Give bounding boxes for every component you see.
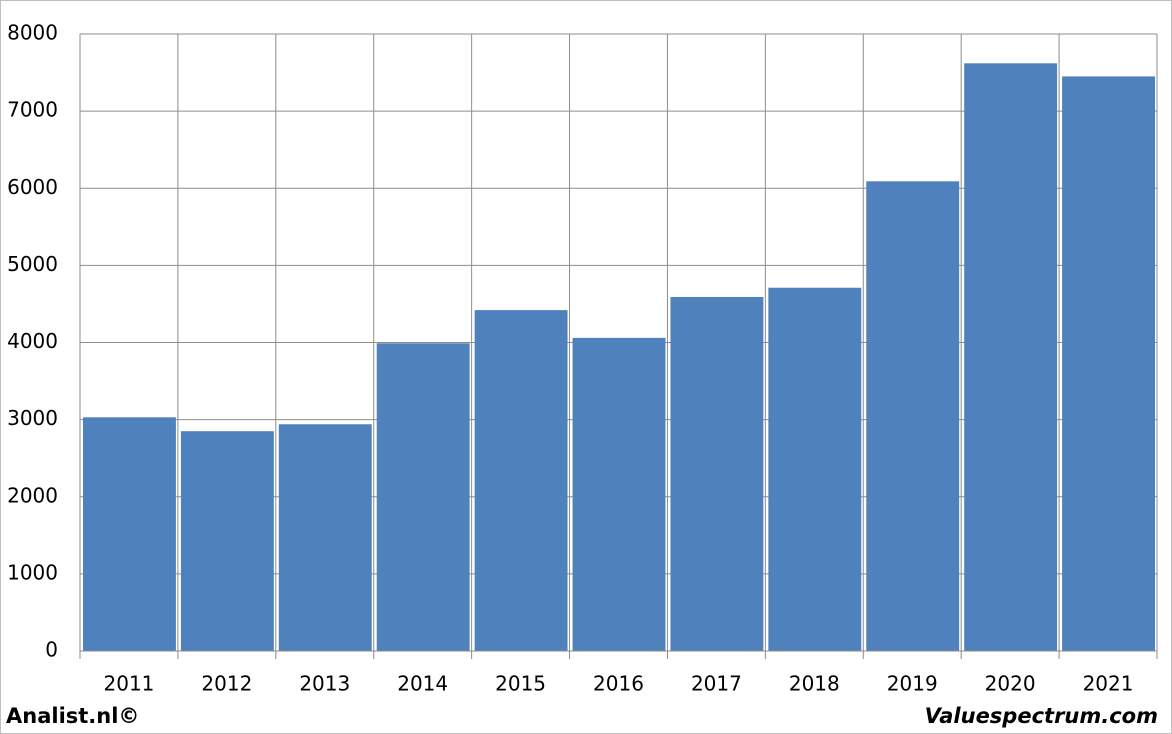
x-tick-label: 2013 bbox=[299, 672, 350, 696]
bar bbox=[474, 310, 568, 651]
y-tick-label: 6000 bbox=[7, 175, 58, 199]
x-tick-label: 2020 bbox=[985, 672, 1036, 696]
x-tick-label: 2014 bbox=[397, 672, 448, 696]
y-tick-label: 4000 bbox=[7, 329, 58, 353]
bar bbox=[964, 63, 1058, 652]
y-tick-label: 2000 bbox=[7, 483, 58, 507]
bar bbox=[768, 287, 862, 651]
bar bbox=[866, 181, 960, 651]
x-tick-label: 2018 bbox=[789, 672, 840, 696]
y-tick-label: 1000 bbox=[7, 560, 58, 584]
x-tick-label: 2015 bbox=[495, 672, 546, 696]
bar bbox=[278, 424, 372, 651]
y-tick-label: 0 bbox=[45, 638, 58, 662]
bar bbox=[180, 431, 274, 651]
source-left: Analist.nl© bbox=[6, 704, 139, 728]
x-tick-label: 2011 bbox=[104, 672, 155, 696]
x-tick-label: 2019 bbox=[887, 672, 938, 696]
y-tick-label: 3000 bbox=[7, 406, 58, 430]
y-tick-label: 5000 bbox=[7, 252, 58, 276]
source-right: Valuespectrum.com bbox=[925, 704, 1158, 728]
x-tick-label: 2017 bbox=[691, 672, 742, 696]
bar bbox=[1062, 76, 1155, 651]
y-tick-label: 8000 bbox=[7, 21, 58, 45]
bar bbox=[572, 337, 666, 651]
bar bbox=[376, 343, 470, 651]
x-tick-label: 2016 bbox=[593, 672, 644, 696]
bar bbox=[83, 417, 176, 651]
y-tick-label: 7000 bbox=[7, 98, 58, 122]
x-tick-label: 2012 bbox=[201, 672, 252, 696]
x-tick-label: 2021 bbox=[1083, 672, 1134, 696]
bar bbox=[670, 296, 764, 651]
